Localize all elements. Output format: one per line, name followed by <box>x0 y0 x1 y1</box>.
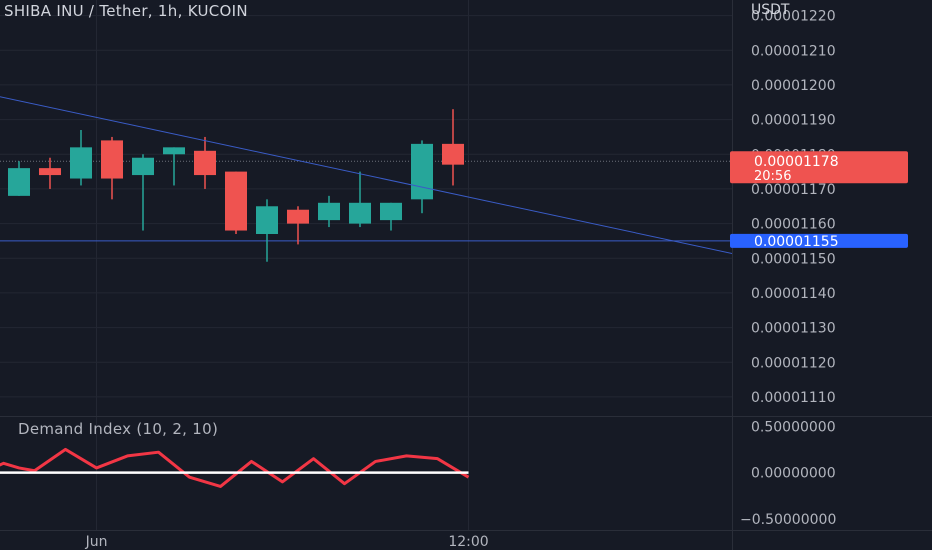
price-tick-label: 0.00001160 <box>751 217 836 233</box>
level-badge-value: 0.00001155 <box>754 234 839 250</box>
indicator-title: Demand Index (10, 2, 10) <box>18 420 219 438</box>
candle-body <box>287 209 309 224</box>
candle <box>70 130 92 186</box>
candle-body <box>442 143 464 165</box>
candle <box>411 140 433 214</box>
price-tick-label: 0.00001220 <box>751 9 836 25</box>
price-tick-label: 0.00001190 <box>751 113 836 129</box>
price-tick-label: 0.00001170 <box>751 182 836 198</box>
candle-body <box>39 168 61 176</box>
candle <box>349 171 371 228</box>
candle <box>8 161 30 196</box>
candle <box>256 199 278 262</box>
indicator-tick-label: 0.50000000 <box>751 419 836 435</box>
candle-body <box>380 202 402 221</box>
price-tick-label: 0.00001150 <box>751 251 836 267</box>
price-tick-label: 0.00001120 <box>751 355 836 371</box>
candle-body <box>163 147 185 155</box>
candle-body <box>225 171 247 231</box>
time-tick-label: Jun <box>85 534 108 550</box>
current-price-badge-bg <box>730 151 908 184</box>
candle <box>163 147 185 186</box>
candle-body <box>411 143 433 200</box>
candle-body <box>318 202 340 221</box>
demand-index-line <box>0 447 470 488</box>
candle-body <box>256 206 278 234</box>
candle <box>380 202 402 231</box>
price-tick-label: 0.00001200 <box>751 78 836 94</box>
chart-title: SHIBA INU / Tether, 1h, KUCOIN <box>4 2 248 20</box>
price-tick-label: 0.00001140 <box>751 286 836 302</box>
price-axis-currency: USDT <box>751 2 790 18</box>
candle <box>318 195 340 228</box>
candle <box>132 154 154 231</box>
indicator-tick-label: 0.00000000 <box>751 466 836 482</box>
candle <box>194 136 216 189</box>
candle <box>225 171 247 234</box>
price-tick-label: 0.00001130 <box>751 321 836 337</box>
candle-body <box>194 150 216 176</box>
candle-body <box>101 140 123 179</box>
candle-body <box>349 202 371 224</box>
indicator-tick-label: −0.50000000 <box>740 512 836 528</box>
time-tick-label: 12:00 <box>448 534 488 550</box>
price-tick-label: 0.00001110 <box>751 390 836 406</box>
candle <box>101 136 123 200</box>
bar-countdown: 20:56 <box>754 169 791 184</box>
candle-body <box>70 147 92 179</box>
candle-body <box>8 168 30 196</box>
level-badge-bg <box>730 233 908 248</box>
candle <box>39 157 61 189</box>
trendline <box>0 96 732 254</box>
candle <box>287 206 309 245</box>
candle <box>442 109 464 186</box>
current-price-value: 0.00001178 <box>754 154 839 170</box>
price-tick-label: 0.00001210 <box>751 43 836 59</box>
candle-body <box>132 157 154 176</box>
level-badge: 0.00001155 <box>730 233 908 250</box>
